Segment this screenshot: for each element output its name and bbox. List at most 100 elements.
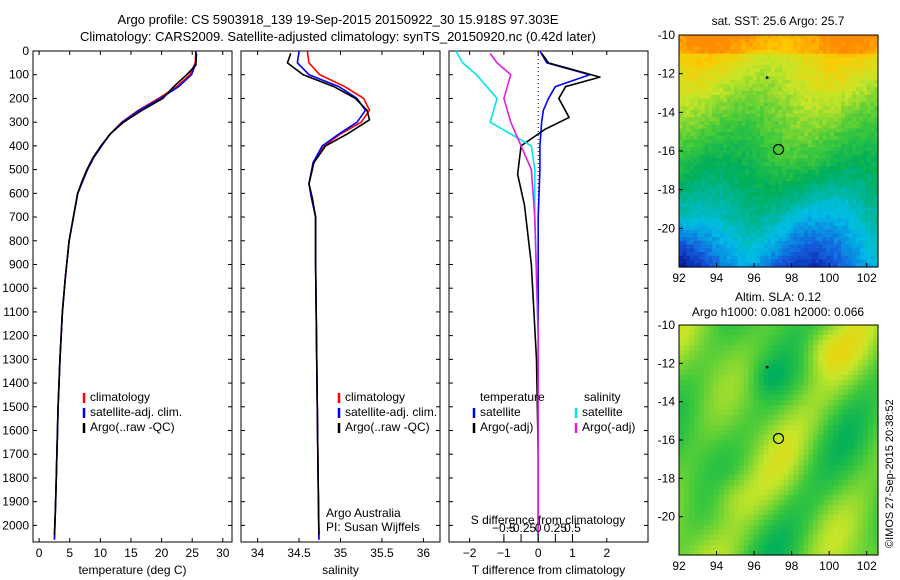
heatmap-cell [808,450,814,456]
heatmap-cell [734,173,739,178]
heatmap-cell [789,35,794,40]
heatmap-cell [734,117,739,122]
heatmap-cell [730,203,735,208]
heatmap-cell [874,210,879,216]
heatmap-cell [693,173,699,178]
heatmap-cell [804,255,809,261]
heatmap-cell [848,460,854,466]
heatmap-cell [803,465,809,471]
heatmap-cell [796,147,802,152]
heatmap-cell [703,405,710,411]
heatmap-cell [833,435,839,441]
heatmap-cell [785,128,791,133]
heatmap-cell [768,355,775,361]
heatmap-cell [804,158,809,163]
heatmap-cell [771,128,776,133]
heatmap-cell [852,165,857,171]
heatmap-cell [771,184,776,190]
heatmap-cell [815,237,820,242]
heatmap-cell [698,360,705,366]
heatmap-cell [818,400,824,406]
heatmap-cell [778,192,783,197]
heatmap-cell [858,445,864,451]
heatmap-cell [822,61,828,66]
heatmap-cell [868,400,874,406]
heatmap-cell [718,345,725,351]
heatmap-cell [796,139,802,145]
heatmap-cell [682,124,687,130]
heatmap-cell [800,229,805,234]
heatmap-cell [767,117,772,122]
heatmap-cell [690,210,695,216]
heatmap-cell [848,132,853,137]
heatmap-cell [874,128,879,133]
heatmap-cell [858,370,864,376]
heatmap-cell [785,255,791,261]
heatmap-cell [811,218,816,223]
heatmap-cell [734,169,739,175]
heatmap-cell [686,188,691,193]
heatmap-cell [793,98,798,103]
heatmap-cell [693,102,699,107]
heatmap-cell [848,57,853,62]
heatmap-cell [859,210,864,216]
x-tick-label: 0 [36,546,43,560]
heatmap-cell [748,325,755,331]
heatmap-cell [773,340,780,346]
heatmap-cell [708,61,713,66]
heatmap-cell [693,98,699,103]
heatmap-cell [874,72,879,77]
heatmap-cell [688,465,695,471]
heatmap-cell [686,76,691,81]
heatmap-cell [686,87,691,92]
heatmap-cell [811,98,816,103]
heatmap-cell [830,102,835,107]
heatmap-cell [738,385,745,391]
heatmap-cell [841,165,846,171]
heatmap-cell [741,214,746,219]
heatmap-cell [683,400,690,406]
heatmap-cell [870,106,875,111]
heatmap-cell [785,117,791,122]
heatmap-cell [679,132,684,137]
heatmap-cell [873,340,879,346]
heatmap-cell [774,244,780,249]
legend-header: salinity [584,390,621,404]
heatmap-cell [852,259,857,264]
heatmap-cell [733,395,740,401]
heatmap-cell [723,42,728,47]
heatmap-cell [837,35,842,40]
heatmap-cell [763,440,770,446]
heatmap-cell [796,83,802,88]
heatmap-cell [778,244,783,249]
heatmap-cell [760,113,765,118]
heatmap-cell [686,83,691,88]
heatmap-cell [818,375,824,381]
heatmap-cell [760,139,765,145]
heatmap-cell [708,46,713,51]
heatmap-cell [704,53,710,59]
heatmap-cell [693,124,699,130]
heatmap-cell [793,128,798,133]
heatmap-cell [682,76,687,81]
heatmap-cell [822,87,828,92]
heatmap-cell [723,390,730,396]
heatmap-cell [800,139,805,145]
heatmap-cell [693,233,699,238]
heatmap-cell [704,91,710,96]
heatmap-cell [763,425,770,431]
heatmap-cell [778,76,783,81]
heatmap-cell [719,53,724,59]
heatmap-cell [723,450,730,456]
heatmap-cell [874,42,879,47]
heatmap-cell [723,225,728,231]
heatmap-cell [822,214,828,219]
heatmap-cell [828,480,834,486]
heatmap-cell [855,177,861,182]
heatmap-cell [749,199,754,204]
heatmap-cell [813,415,819,421]
heatmap-cell [771,113,776,118]
heatmap-cell [807,121,813,126]
heatmap-cell [712,210,717,216]
heatmap-cell [773,420,780,426]
